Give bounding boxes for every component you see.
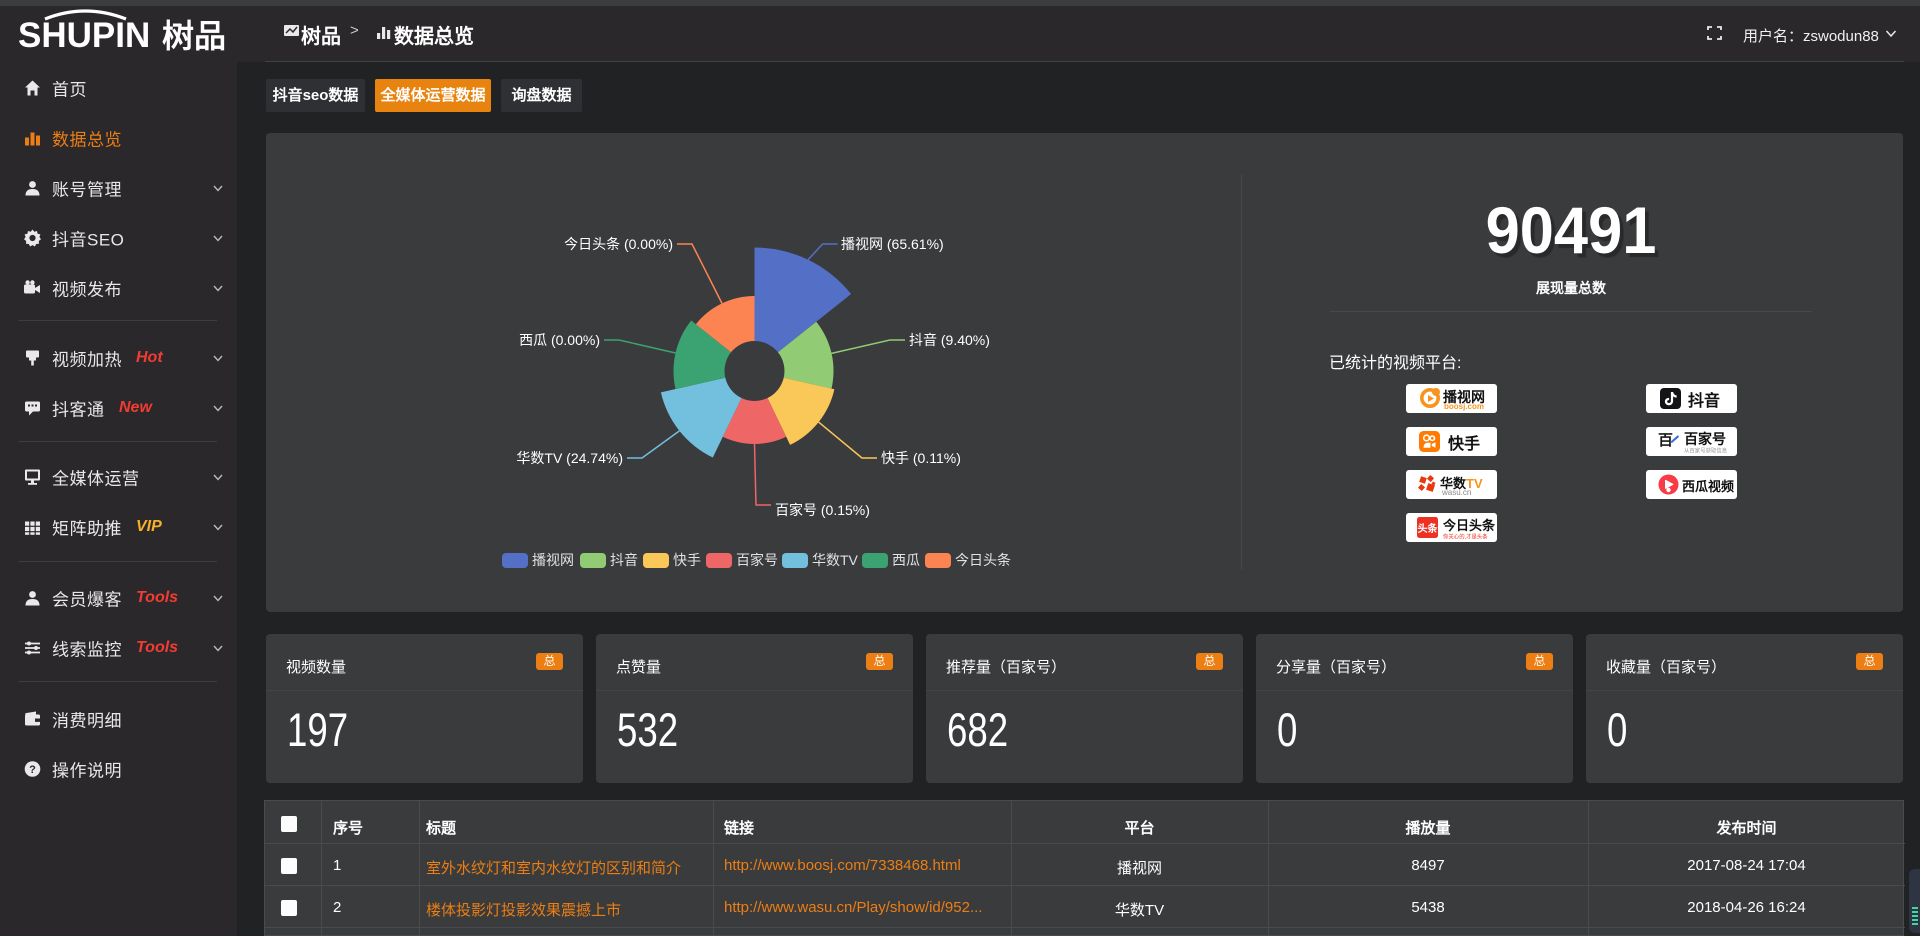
svg-text:抖音 (9.40%): 抖音 (9.40%) xyxy=(909,332,990,348)
svg-text:西瓜 (0.00%): 西瓜 (0.00%) xyxy=(519,332,600,348)
svg-text:百家号 (0.15%): 百家号 (0.15%) xyxy=(775,502,870,518)
svg-text:百: 百 xyxy=(1658,432,1673,449)
svg-text:?: ? xyxy=(29,764,36,776)
svg-text:华数TV (24.74%): 华数TV (24.74%) xyxy=(516,450,623,466)
svg-text:SHUPIN: SHUPIN xyxy=(18,16,150,55)
svg-text:头条: 头条 xyxy=(1418,522,1439,535)
svg-text:快手 (0.11%): 快手 (0.11%) xyxy=(881,450,961,466)
svg-text:树品: 树品 xyxy=(162,18,226,54)
svg-text:播视网 (65.61%): 播视网 (65.61%) xyxy=(841,236,944,252)
svg-text:今日头条 (0.00%): 今日头条 (0.00%) xyxy=(564,236,673,252)
